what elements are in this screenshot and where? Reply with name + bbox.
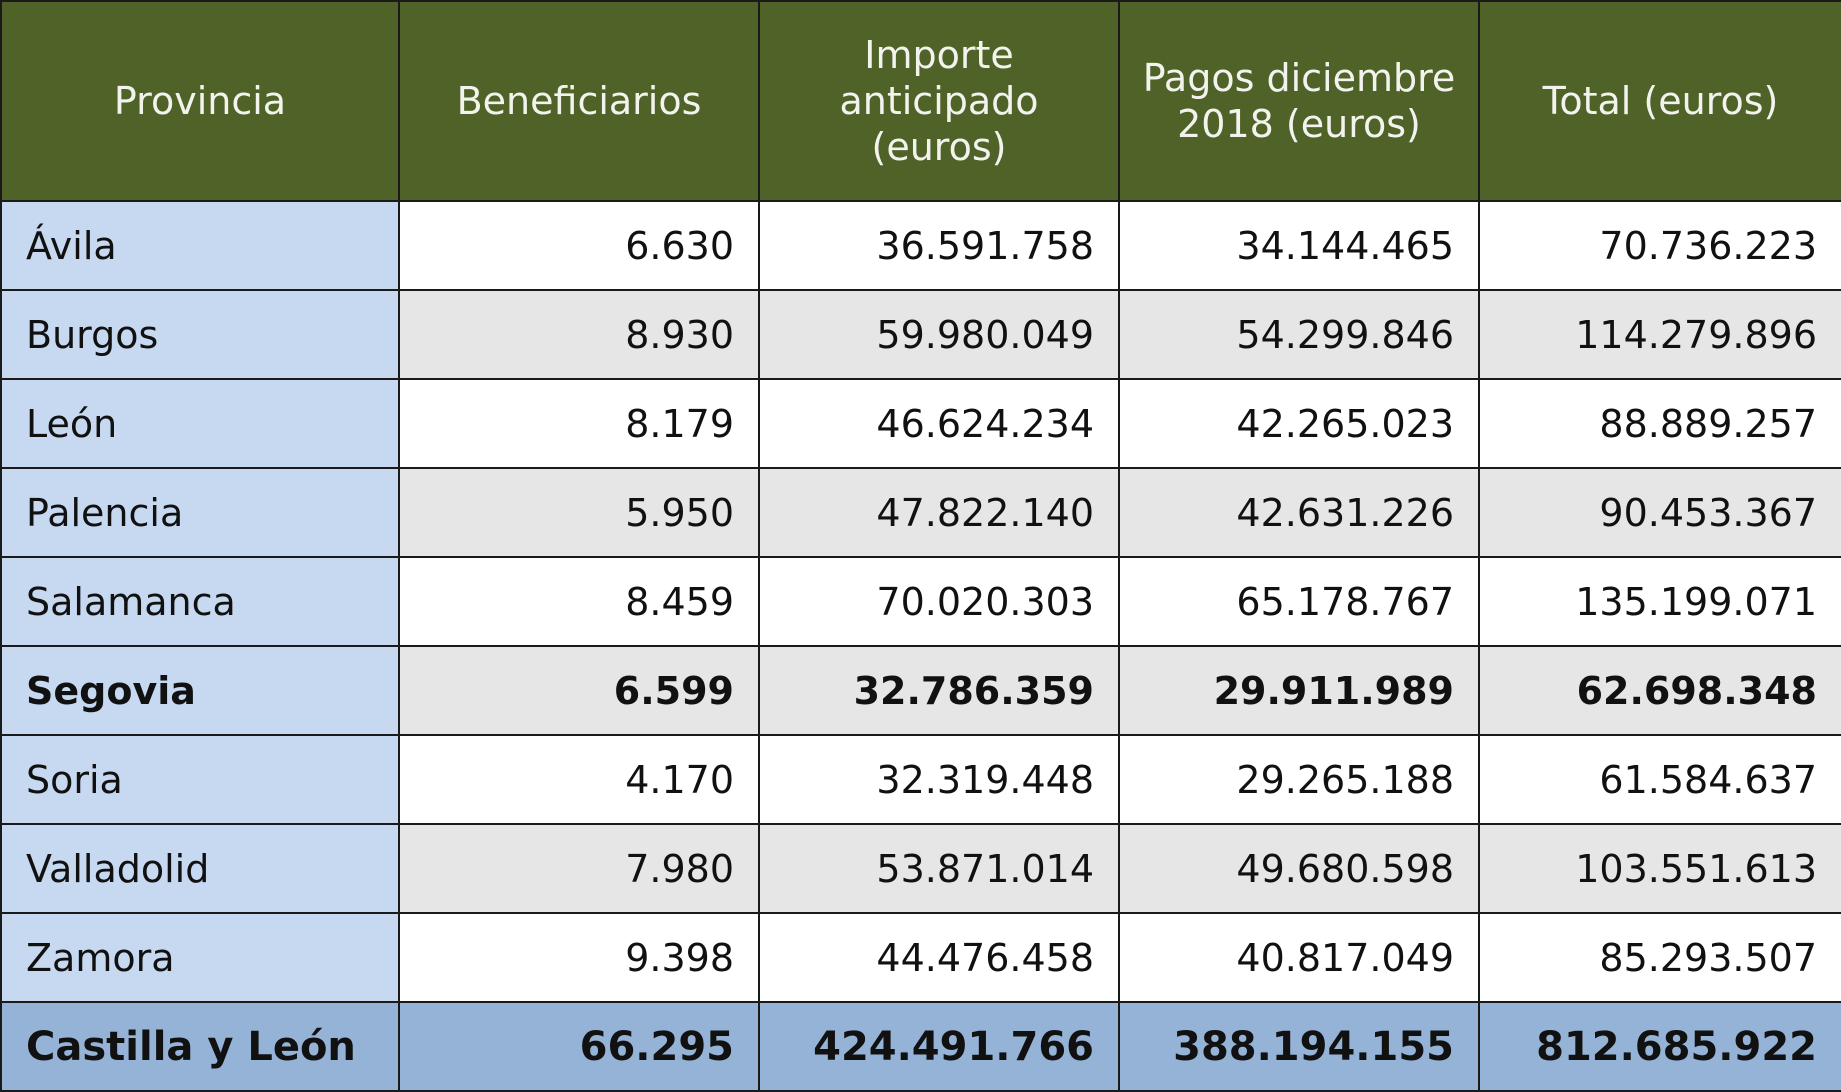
beneficiarios-cell: 8.179 <box>398 378 760 469</box>
pagos-diciembre-cell: 40.817.049 <box>1118 912 1480 1003</box>
importe-anticipado-cell: 32.319.448 <box>758 734 1120 825</box>
importe-anticipado-cell: 59.980.049 <box>758 289 1120 380</box>
pagos-diciembre-cell: 54.299.846 <box>1118 289 1480 380</box>
beneficiarios-cell: 6.599 <box>398 645 760 736</box>
importe-anticipado-cell: 36.591.758 <box>758 200 1120 291</box>
table-row: Burgos 8.930 59.980.049 54.299.846 114.279.8… <box>0 289 1841 380</box>
provincia-cell: Salamanca <box>0 556 400 647</box>
beneficiarios-cell: 8.459 <box>398 556 760 647</box>
total-pagos-diciembre-cell: 388.194.155 <box>1118 1001 1480 1092</box>
table-row: Valladolid 7.980 53.871.014 49.680.598 103.5… <box>0 823 1841 914</box>
header-importe-anticipado: Importe anticipado (euros) <box>758 0 1120 202</box>
header-pagos-diciembre: Pagos diciembre 2018 (euros) <box>1118 0 1480 202</box>
pagos-diciembre-cell: 42.631.226 <box>1118 467 1480 558</box>
beneficiarios-cell: 6.630 <box>398 200 760 291</box>
pagos-diciembre-cell: 65.178.767 <box>1118 556 1480 647</box>
total-cell: 61.584.637 <box>1478 734 1841 825</box>
total-importe-anticipado-cell: 424.491.766 <box>758 1001 1120 1092</box>
beneficiarios-cell: 7.980 <box>398 823 760 914</box>
header-provincia: Provincia <box>0 0 400 202</box>
importe-anticipado-cell: 70.020.303 <box>758 556 1120 647</box>
header-beneficiarios: Beneficiarios <box>398 0 760 202</box>
beneficiarios-cell: 9.398 <box>398 912 760 1003</box>
importe-anticipado-cell: 53.871.014 <box>758 823 1120 914</box>
provincia-cell: Soria <box>0 734 400 825</box>
total-cell: 114.279.896 <box>1478 289 1841 380</box>
provincia-cell: Segovia <box>0 645 400 736</box>
table-row: Salamanca 8.459 70.020.303 65.178.767 135.19… <box>0 556 1841 647</box>
provincia-cell: León <box>0 378 400 469</box>
provincia-cell: Zamora <box>0 912 400 1003</box>
table-row: Zamora 9.398 44.476.458 40.817.049 85.293.50… <box>0 912 1841 1003</box>
importe-anticipado-cell: 32.786.359 <box>758 645 1120 736</box>
importe-anticipado-cell: 47.822.140 <box>758 467 1120 558</box>
table-row: León 8.179 46.624.234 42.265.023 88.889.257 <box>0 378 1841 469</box>
total-beneficiarios-cell: 66.295 <box>398 1001 760 1092</box>
provincia-cell: Burgos <box>0 289 400 380</box>
header-total: Total (euros) <box>1478 0 1841 202</box>
total-provincia-cell: Castilla y León <box>0 1001 400 1092</box>
table-row: Ávila 6.630 36.591.758 34.144.465 70.736.223 <box>0 200 1841 291</box>
total-cell: 62.698.348 <box>1478 645 1841 736</box>
total-cell: 135.199.071 <box>1478 556 1841 647</box>
table-row: Segovia 6.599 32.786.359 29.911.989 62.698.3… <box>0 645 1841 736</box>
total-cell: 70.736.223 <box>1478 200 1841 291</box>
beneficiarios-cell: 8.930 <box>398 289 760 380</box>
provincia-cell: Valladolid <box>0 823 400 914</box>
beneficiarios-cell: 5.950 <box>398 467 760 558</box>
pagos-diciembre-cell: 34.144.465 <box>1118 200 1480 291</box>
total-cell: 103.551.613 <box>1478 823 1841 914</box>
importe-anticipado-cell: 44.476.458 <box>758 912 1120 1003</box>
pagos-diciembre-cell: 29.265.188 <box>1118 734 1480 825</box>
importe-anticipado-cell: 46.624.234 <box>758 378 1120 469</box>
table-total-row: Castilla y León 66.295 424.491.766 388.1… <box>0 1001 1841 1092</box>
provincia-cell: Ávila <box>0 200 400 291</box>
table-row: Soria 4.170 32.319.448 29.265.188 61.584.637 <box>0 734 1841 825</box>
total-total-cell: 812.685.922 <box>1478 1001 1841 1092</box>
table-body: Ávila 6.630 36.591.758 34.144.465 70.736.223… <box>0 200 1841 1003</box>
table-row: Palencia 5.950 47.822.140 42.631.226 90.453.… <box>0 467 1841 558</box>
provincia-cell: Palencia <box>0 467 400 558</box>
pagos-diciembre-cell: 42.265.023 <box>1118 378 1480 469</box>
table-header-row: Provincia Beneficiarios Importe anticipa… <box>0 0 1841 202</box>
beneficiarios-cell: 4.170 <box>398 734 760 825</box>
total-cell: 90.453.367 <box>1478 467 1841 558</box>
pagos-diciembre-cell: 49.680.598 <box>1118 823 1480 914</box>
pagos-diciembre-cell: 29.911.989 <box>1118 645 1480 736</box>
total-cell: 88.889.257 <box>1478 378 1841 469</box>
total-cell: 85.293.507 <box>1478 912 1841 1003</box>
